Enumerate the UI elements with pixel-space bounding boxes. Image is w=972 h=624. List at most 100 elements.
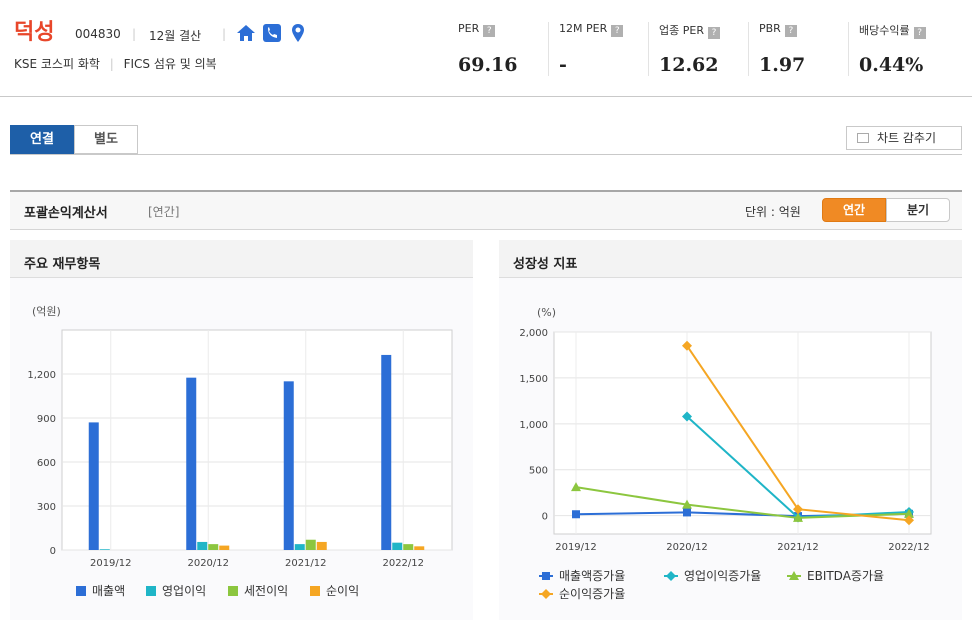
legend-label: 매출액증가율 (559, 569, 625, 583)
tab-divider (10, 154, 962, 155)
x-tick-label: 2020/12 (187, 558, 229, 569)
bar (99, 549, 110, 550)
growth-indicators-panel: 성장성 지표 0 500 1,000 1,500 2,000 (%) 2019/12 2020… (499, 240, 962, 620)
line-chart: 0 500 1,000 1,500 2,000 (%) 2019/12 2020/12 2021… (519, 306, 932, 601)
help-icon[interactable]: ? (611, 25, 624, 37)
metric-value: 12.62 (659, 54, 719, 76)
series-line (575, 486, 910, 519)
legend-label: 매출액 (92, 584, 125, 598)
y-tick-label: 1,000 (519, 420, 548, 431)
x-tick-label: 2020/12 (666, 542, 708, 553)
metric-pbr: PBR? 1.97 (748, 22, 848, 76)
y-tick-label: 2,000 (519, 328, 548, 339)
bar (403, 544, 414, 550)
y-axis-label: (억원) (32, 305, 61, 318)
location-pin-icon[interactable] (288, 23, 308, 43)
bar (186, 377, 197, 550)
hide-chart-label: 차트 감추기 (877, 131, 937, 145)
data-point (793, 512, 803, 522)
bar (392, 542, 403, 550)
legend-label: 영업이익 (162, 584, 206, 598)
help-icon[interactable]: ? (784, 25, 797, 37)
data-point (571, 482, 581, 492)
bar (219, 545, 230, 550)
data-point (542, 572, 550, 580)
company-name: 덕성 (14, 20, 55, 45)
bar (197, 541, 208, 550)
metric-label: 배당수익률 (859, 24, 910, 37)
y-tick-label: 0 (50, 546, 56, 557)
x-tick-label: 2021/12 (777, 542, 819, 553)
panel-body: 0 500 1,000 1,500 2,000 (%) 2019/12 2020/12 2021… (499, 278, 962, 620)
divider: | (132, 27, 137, 41)
header-divider (0, 96, 972, 97)
bar (294, 544, 305, 550)
data-point (904, 515, 914, 526)
y-tick-label: 1,200 (27, 370, 56, 381)
market-label: KSE 코스피 화학 (14, 57, 100, 71)
checkbox-icon (857, 133, 869, 143)
metric-dividend-yield: 배당수익률? 0.44% (848, 22, 948, 76)
data-point (682, 499, 692, 509)
help-icon[interactable]: ? (483, 25, 496, 37)
period-toggle: 연간 분기 (822, 198, 950, 222)
y-tick-label: 1,500 (519, 374, 548, 385)
y-axis-label: (%) (537, 306, 556, 319)
legend-label: 순이익 (326, 584, 359, 598)
x-tick-label: 2019/12 (555, 542, 597, 553)
bar (414, 546, 425, 550)
income-statement-header: 포괄손익계산서 [연간] 단위 : 억원 연간 분기 (10, 190, 962, 230)
divider: | (222, 27, 227, 41)
data-point (789, 571, 799, 580)
legend-swatch (146, 586, 156, 596)
metric-label: 업종 PER (659, 24, 704, 37)
bar (88, 422, 99, 550)
metric-sector-per: 업종 PER? 12.62 (648, 22, 748, 76)
key-financials-panel: 주요 재무항목 0 300 600 900 1,200 (억원) 2019/12 2020/1… (10, 240, 473, 620)
panel-body: 0 300 600 900 1,200 (억원) 2019/12 2020/12 2021/12… (10, 278, 473, 620)
quarter-button[interactable]: 분기 (886, 198, 950, 222)
phone-icon[interactable] (262, 23, 282, 43)
period-tag: [연간] (148, 205, 180, 219)
data-point (541, 589, 551, 599)
settlement-month: 12월 결산 (149, 29, 202, 43)
help-icon[interactable]: ? (913, 27, 926, 39)
legend-label: EBITDA증가율 (807, 569, 884, 583)
legend-label: 영업이익증가율 (684, 569, 761, 583)
bar (316, 541, 327, 550)
unit-label: 단위 : 억원 (745, 205, 801, 219)
legend-swatch (310, 586, 320, 596)
tab-separate[interactable]: 별도 (74, 125, 138, 154)
data-point (682, 340, 692, 351)
home-icon[interactable] (236, 23, 256, 43)
plot-area (61, 329, 453, 551)
y-tick-label: 500 (529, 466, 548, 477)
tab-consolidated[interactable]: 연결 (10, 125, 74, 154)
company-links (236, 23, 308, 43)
metric-per: PER? 69.16 (448, 22, 548, 76)
y-tick-label: 900 (37, 414, 56, 425)
data-point (904, 508, 914, 518)
help-icon[interactable]: ? (707, 27, 720, 39)
metric-value: 69.16 (458, 54, 518, 76)
y-tick-label: 600 (37, 458, 56, 469)
data-point (572, 510, 580, 519)
y-tick-label: 0 (542, 512, 548, 523)
valuation-metrics: PER? 69.16 12M PER? - 업종 PER? 12.62 PBR?… (448, 22, 948, 76)
panel-title: 주요 재무항목 (10, 240, 473, 278)
stock-code: 004830 (75, 27, 121, 41)
x-tick-label: 2022/12 (382, 558, 424, 569)
metric-label: PER (458, 22, 480, 35)
plot-area (553, 331, 932, 535)
annual-button[interactable]: 연간 (822, 198, 886, 222)
metric-12m-per: 12M PER? - (548, 22, 648, 76)
legend-swatch (76, 586, 86, 596)
bar (283, 381, 294, 550)
data-point (666, 571, 676, 581)
bar (208, 544, 219, 550)
metric-value: 1.97 (759, 54, 806, 76)
hide-chart-button[interactable]: 차트 감추기 (846, 126, 962, 150)
metric-value: 0.44% (859, 54, 924, 76)
y-tick-label: 300 (37, 502, 56, 513)
section-title: 포괄손익계산서 (24, 206, 108, 221)
